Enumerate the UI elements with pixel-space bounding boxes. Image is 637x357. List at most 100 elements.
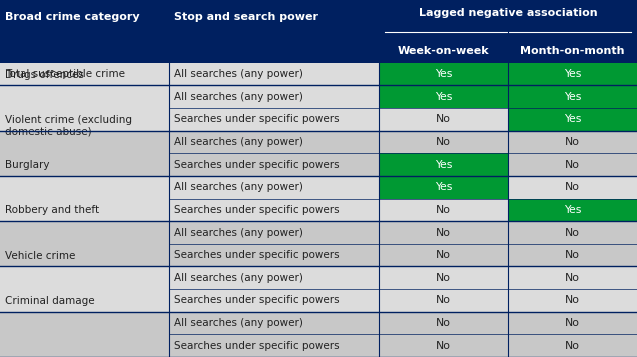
Text: No: No <box>436 114 451 124</box>
Text: Yes: Yes <box>434 160 452 170</box>
Bar <box>379 85 508 108</box>
Text: All searches (any power): All searches (any power) <box>174 273 303 283</box>
Text: Drugs offences: Drugs offences <box>5 70 84 80</box>
Bar <box>379 198 508 221</box>
Bar <box>0 335 169 357</box>
Text: Robbery and theft: Robbery and theft <box>5 205 99 215</box>
Text: Stop and search power: Stop and search power <box>174 12 318 22</box>
Bar <box>379 221 508 244</box>
Text: No: No <box>565 250 580 260</box>
Text: No: No <box>436 250 451 260</box>
Text: No: No <box>565 137 580 147</box>
Text: Burglary: Burglary <box>5 160 50 170</box>
Bar <box>169 289 379 312</box>
Bar <box>379 335 508 357</box>
Text: Broad crime category: Broad crime category <box>5 12 140 22</box>
Bar <box>0 0 637 39</box>
Bar <box>508 131 637 154</box>
Text: Yes: Yes <box>564 114 581 124</box>
Bar <box>169 131 379 154</box>
Text: No: No <box>436 273 451 283</box>
Bar <box>0 221 169 244</box>
Text: Violent crime (excluding
domestic abuse): Violent crime (excluding domestic abuse) <box>5 115 132 136</box>
Bar <box>169 176 379 198</box>
Bar <box>508 198 637 221</box>
Bar <box>169 312 379 335</box>
Bar <box>508 176 637 198</box>
Text: All searches (any power): All searches (any power) <box>174 92 303 102</box>
Text: All searches (any power): All searches (any power) <box>174 318 303 328</box>
Text: Yes: Yes <box>434 69 452 79</box>
Text: No: No <box>565 296 580 306</box>
Bar <box>0 266 169 289</box>
Bar <box>508 289 637 312</box>
Bar <box>0 154 169 176</box>
Text: No: No <box>436 341 451 351</box>
Text: No: No <box>565 182 580 192</box>
Bar <box>508 335 637 357</box>
Text: Lagged negative association: Lagged negative association <box>419 9 598 19</box>
Bar <box>508 244 637 266</box>
Bar <box>169 108 379 131</box>
Bar <box>169 244 379 266</box>
Text: No: No <box>436 318 451 328</box>
Text: Week-on-week: Week-on-week <box>397 46 489 56</box>
Text: Total susceptible crime: Total susceptible crime <box>5 69 125 79</box>
Bar <box>169 63 379 85</box>
Text: Yes: Yes <box>564 205 581 215</box>
Bar <box>0 289 169 312</box>
Text: Searches under specific powers: Searches under specific powers <box>174 160 340 170</box>
Text: Yes: Yes <box>434 182 452 192</box>
Text: No: No <box>436 205 451 215</box>
Bar <box>508 312 637 335</box>
Text: No: No <box>565 227 580 237</box>
Bar <box>0 244 169 266</box>
Text: Searches under specific powers: Searches under specific powers <box>174 250 340 260</box>
Text: Searches under specific powers: Searches under specific powers <box>174 205 340 215</box>
Text: No: No <box>565 318 580 328</box>
Text: Criminal damage: Criminal damage <box>5 296 95 306</box>
Bar <box>379 244 508 266</box>
Text: Vehicle crime: Vehicle crime <box>5 251 75 261</box>
Text: Yes: Yes <box>434 92 452 102</box>
Bar <box>508 266 637 289</box>
Bar <box>379 108 508 131</box>
Bar <box>379 63 508 85</box>
Text: No: No <box>436 296 451 306</box>
Bar <box>0 131 169 154</box>
Text: All searches (any power): All searches (any power) <box>174 137 303 147</box>
Bar <box>379 176 508 198</box>
Bar <box>508 63 637 85</box>
Bar <box>169 266 379 289</box>
Text: All searches (any power): All searches (any power) <box>174 227 303 237</box>
Bar <box>169 198 379 221</box>
Bar <box>169 221 379 244</box>
Bar <box>508 221 637 244</box>
Text: No: No <box>436 137 451 147</box>
Text: Searches under specific powers: Searches under specific powers <box>174 341 340 351</box>
Bar <box>169 85 379 108</box>
Text: Searches under specific powers: Searches under specific powers <box>174 114 340 124</box>
Text: Yes: Yes <box>564 92 581 102</box>
Bar <box>379 266 508 289</box>
Bar <box>379 289 508 312</box>
Bar <box>0 63 169 85</box>
Text: All searches (any power): All searches (any power) <box>174 69 303 79</box>
Bar <box>508 85 637 108</box>
Text: No: No <box>565 341 580 351</box>
Bar <box>0 108 169 131</box>
Bar <box>508 154 637 176</box>
Text: No: No <box>565 273 580 283</box>
Bar <box>508 108 637 131</box>
Bar <box>169 154 379 176</box>
Text: No: No <box>436 227 451 237</box>
Bar <box>169 335 379 357</box>
Bar <box>379 154 508 176</box>
Bar <box>0 176 169 198</box>
Text: No: No <box>565 160 580 170</box>
Bar <box>379 131 508 154</box>
Text: Searches under specific powers: Searches under specific powers <box>174 296 340 306</box>
Bar <box>379 312 508 335</box>
Bar <box>0 312 169 335</box>
Bar <box>0 39 637 63</box>
